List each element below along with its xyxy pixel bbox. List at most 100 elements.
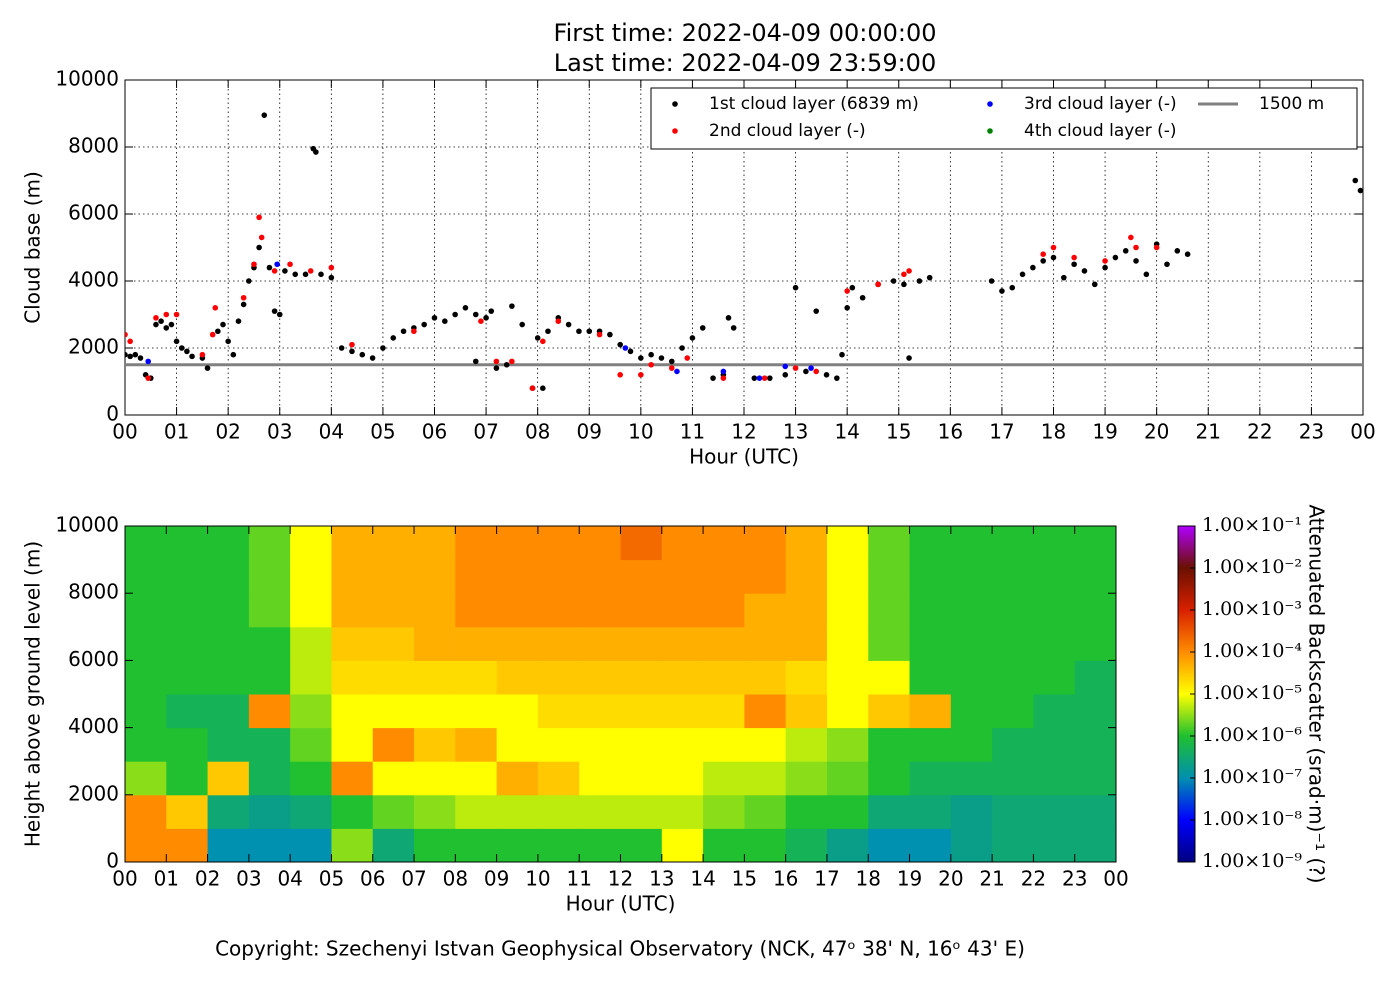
point — [240, 294, 247, 301]
point — [369, 355, 376, 361]
heatmap-cell — [785, 593, 828, 628]
heatmap-cell — [1033, 694, 1076, 729]
heatmap-cell — [826, 593, 869, 628]
point — [302, 271, 309, 278]
heatmap-cell — [207, 828, 250, 863]
heatmap-cell — [661, 660, 704, 695]
heatmap-cell — [950, 794, 993, 829]
heatmap-cell — [248, 761, 291, 796]
point — [565, 321, 572, 328]
heatmap-cell — [248, 626, 291, 661]
point — [699, 325, 706, 331]
x-tick-label: 19 — [897, 867, 922, 891]
heatmap-cell — [785, 727, 828, 762]
point — [509, 303, 515, 309]
heatmap-cell — [826, 761, 869, 796]
x-tick-label: 10 — [628, 420, 653, 444]
heatmap-cell — [1033, 593, 1076, 628]
point — [1102, 264, 1108, 271]
heatmap-cell — [331, 761, 374, 796]
heatmap-cell — [290, 593, 332, 628]
heatmap-cell — [248, 794, 291, 829]
heatmap-cell — [290, 559, 332, 594]
x-tick-label: 15 — [886, 420, 911, 444]
heatmap-cell — [331, 526, 374, 561]
x-tick-label: 00 — [112, 420, 137, 444]
heatmap-cell — [579, 727, 621, 762]
heatmap-cell — [248, 660, 291, 695]
heatmap-cell — [992, 526, 1034, 561]
heatmap-cell — [1033, 794, 1076, 829]
heatmap-cell — [661, 626, 704, 661]
point — [173, 311, 180, 318]
point — [488, 308, 495, 314]
heatmap-cell — [744, 794, 787, 829]
point — [359, 351, 366, 358]
point — [617, 341, 623, 348]
heatmap-cell — [290, 828, 332, 863]
point — [1081, 268, 1088, 274]
heatmap-cell — [868, 626, 911, 661]
y-axis-label: Cloud base (m) — [21, 171, 45, 324]
axes-decor: 00 01 02 03 04 05 06 07 08 09 10 11 12 13 14 15 16 17 18 19… — [21, 67, 1376, 469]
heatmap-cell — [414, 694, 456, 729]
heatmap-cell — [372, 526, 415, 561]
point — [849, 284, 856, 291]
x-tick-label: 18 — [1041, 420, 1066, 444]
heatmap-cell — [372, 761, 415, 796]
heatmap-cell — [579, 626, 621, 661]
heatmap-cell — [661, 794, 704, 829]
heatmap-cell — [950, 828, 993, 863]
heatmap-cell — [744, 593, 787, 628]
heatmap-cell — [909, 626, 952, 661]
heatmap-cell — [703, 526, 745, 561]
point — [127, 353, 133, 360]
heatmap-cell — [414, 626, 456, 661]
heatmap-cell — [661, 526, 704, 561]
point — [1143, 271, 1150, 278]
heatmap-cell — [414, 559, 456, 594]
point — [859, 294, 866, 301]
point — [132, 351, 139, 358]
point — [173, 338, 180, 345]
heatmap-cells — [125, 526, 1117, 863]
x-tick-label: 02 — [215, 420, 240, 444]
x-tick-label: 05 — [370, 420, 395, 444]
heatmap-cell — [455, 761, 498, 796]
heatmap-cell — [826, 660, 869, 695]
heatmap-cell — [414, 794, 456, 829]
point — [503, 361, 510, 368]
x-tick-label: 01 — [154, 867, 179, 891]
heatmap-cell — [785, 761, 828, 796]
heatmap-cell — [372, 727, 415, 762]
x-tick-label: 05 — [319, 867, 344, 891]
point — [251, 261, 257, 268]
heatmap-cell — [537, 626, 580, 661]
heatmap-cell — [125, 727, 167, 762]
point — [1164, 261, 1170, 268]
heatmap-cell — [166, 694, 209, 729]
heatmap-cell — [909, 593, 952, 628]
x-axis-label: Hour (UTC) — [566, 892, 676, 916]
heatmap-cell — [248, 727, 291, 762]
point — [158, 318, 164, 325]
heatmap-cell — [1033, 526, 1076, 561]
x-tick-label: 08 — [525, 420, 550, 444]
heatmap-cell — [785, 559, 828, 594]
x-tick-label: 09 — [577, 420, 602, 444]
heatmap-cell — [290, 626, 332, 661]
point — [168, 321, 175, 328]
heatmap-cell — [1074, 626, 1117, 661]
point — [292, 271, 299, 278]
heatmap-cell — [331, 593, 374, 628]
heatmap-cell — [703, 828, 745, 863]
point — [493, 365, 500, 371]
point — [1352, 177, 1359, 184]
legend-label: 1500 m — [1259, 94, 1324, 114]
y-tick-label: 0 — [106, 849, 119, 873]
heatmap-cell — [950, 593, 993, 628]
heatmap-cell — [496, 626, 539, 661]
x-tick-label: 11 — [566, 867, 591, 891]
point — [751, 375, 758, 381]
heatmap-cell — [744, 694, 787, 729]
